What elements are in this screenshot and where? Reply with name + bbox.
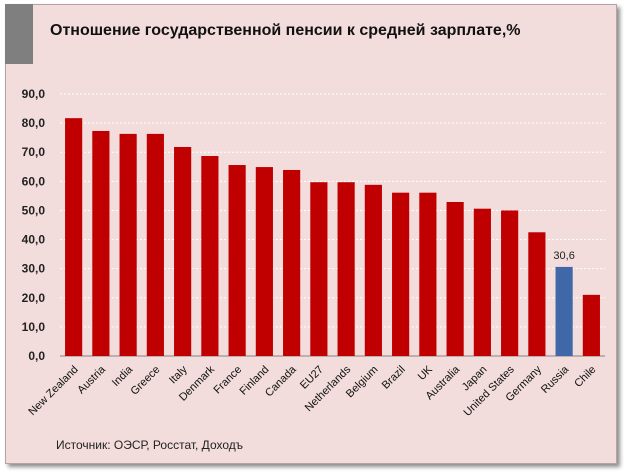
bar-greece bbox=[146, 133, 164, 356]
y-tick-label: 20,0 bbox=[22, 291, 46, 305]
y-tick-label: 90,0 bbox=[22, 87, 46, 101]
bar-india bbox=[119, 133, 137, 356]
bar-japan bbox=[473, 208, 491, 356]
x-tick-label: Chile bbox=[572, 364, 598, 390]
bar-netherlands bbox=[337, 182, 355, 356]
source-note: Источник: ОЭСР, Росстат, Доходъ bbox=[56, 438, 243, 452]
bar-france bbox=[228, 165, 246, 356]
bar-denmark bbox=[201, 156, 219, 356]
y-tick-label: 80,0 bbox=[22, 116, 46, 130]
bar-australia bbox=[446, 202, 464, 356]
bar-austria bbox=[92, 130, 110, 356]
x-tick-label: Greece bbox=[128, 364, 162, 398]
bar-belgium bbox=[364, 184, 382, 356]
chart-title: Отношение государственной пенсии к средн… bbox=[50, 22, 521, 39]
bar-germany bbox=[528, 232, 546, 356]
y-tick-label: 50,0 bbox=[22, 203, 46, 217]
x-tick-label: Italy bbox=[167, 363, 190, 386]
y-tick-label: 0,0 bbox=[28, 349, 45, 363]
x-tick-label: Austria bbox=[75, 363, 108, 396]
bar-united-states bbox=[501, 210, 519, 356]
x-tick-label: UK bbox=[416, 363, 436, 383]
title-accent-bar bbox=[5, 4, 33, 64]
y-tick-label: 70,0 bbox=[22, 145, 46, 159]
y-tick-label: 30,0 bbox=[22, 262, 46, 276]
bar-italy bbox=[174, 146, 192, 356]
bar-new-zealand bbox=[65, 118, 83, 356]
data-label: 30,6 bbox=[553, 250, 574, 262]
y-tick-label: 60,0 bbox=[22, 174, 46, 188]
y-tick-label: 10,0 bbox=[22, 320, 46, 334]
bar-canada bbox=[283, 169, 301, 356]
x-tick-label: Brazil bbox=[380, 364, 408, 392]
x-tick-label: Canada bbox=[263, 363, 299, 399]
bar-chile bbox=[582, 294, 600, 356]
x-tick-label: Russia bbox=[539, 363, 572, 396]
bar-eu27 bbox=[310, 182, 328, 356]
bar-russia bbox=[555, 266, 573, 356]
bar-uk bbox=[419, 192, 437, 356]
bar-brazil bbox=[392, 192, 410, 356]
y-tick-label: 40,0 bbox=[22, 233, 46, 247]
x-tick-label: New Zealand bbox=[26, 364, 80, 418]
bar-finland bbox=[255, 167, 273, 356]
